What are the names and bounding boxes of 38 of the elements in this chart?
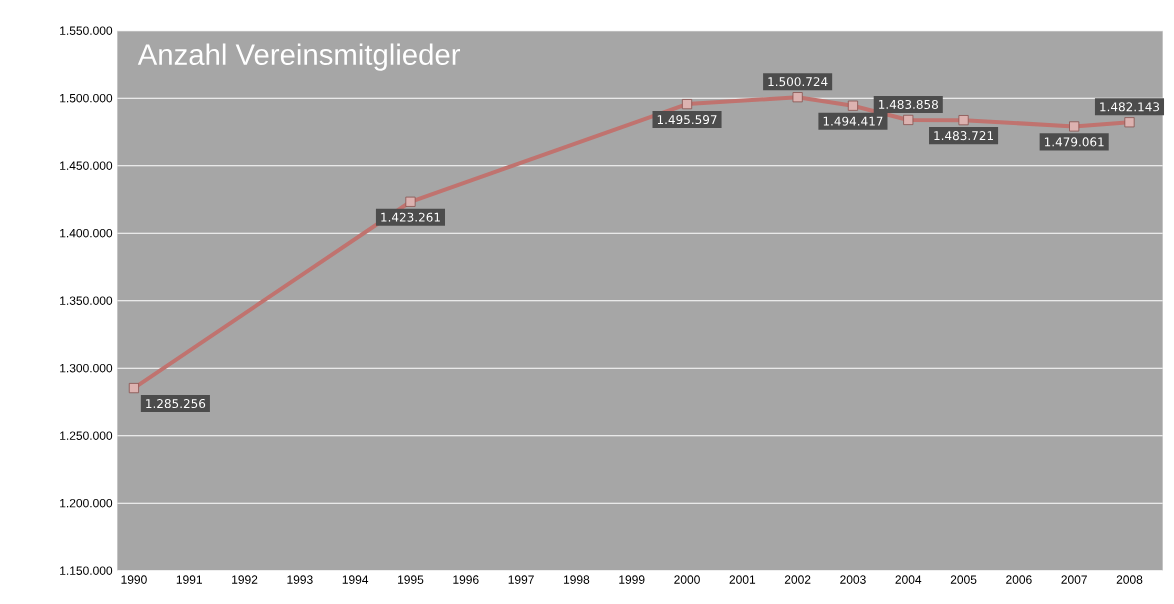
x-tick-label: 1992 xyxy=(232,575,258,584)
y-tick-label: 1.250.000 xyxy=(60,431,113,440)
x-tick-label: 1995 xyxy=(398,575,424,584)
data-label: 1.482.143 xyxy=(1100,102,1160,112)
x-tick-label: 2001 xyxy=(729,575,756,584)
x-tick-label: 1996 xyxy=(453,575,479,584)
x-tick-label: 2007 xyxy=(1061,575,1087,584)
y-tick-label: 1.450.000 xyxy=(60,161,113,170)
x-tick-label: 2008 xyxy=(1116,575,1143,584)
x-tick-label: 2002 xyxy=(784,575,811,584)
x-tick-label: 2003 xyxy=(840,575,866,584)
chart-title: Anzahl Vereinsmitglieder xyxy=(137,43,461,71)
x-tick-label: 1999 xyxy=(619,575,645,584)
data-label: 1.500.724 xyxy=(768,77,828,87)
y-tick-label: 1.300.000 xyxy=(60,363,113,373)
y-tick-label: 1.350.000 xyxy=(60,296,113,305)
x-tick-label: 2005 xyxy=(950,575,977,584)
x-tick-label: 1997 xyxy=(508,575,534,584)
y-tick-label: 1.500.000 xyxy=(60,93,113,103)
x-tick-label: 2006 xyxy=(1006,575,1032,584)
x-tick-label: 1998 xyxy=(563,575,590,584)
x-tick-label: 1993 xyxy=(287,575,313,584)
data-label: 1.495.597 xyxy=(657,115,717,125)
x-tick-label: 2000 xyxy=(674,575,700,584)
y-tick-label: 1.400.000 xyxy=(60,228,113,238)
x-tick-label: 1991 xyxy=(176,575,202,584)
y-tick-label: 1.150.000 xyxy=(60,566,113,575)
data-label: 1.285.256 xyxy=(146,399,206,409)
x-tick-label: 1994 xyxy=(342,575,369,584)
y-tick-label: 1.200.000 xyxy=(60,498,113,508)
x-tick-label: 2004 xyxy=(895,575,922,584)
y-tick-label: 1.550.000 xyxy=(60,26,113,35)
data-label: 1.494.417 xyxy=(823,116,883,126)
data-label: 1.483.858 xyxy=(879,99,938,110)
data-label: 1.423.261 xyxy=(381,212,440,222)
data-label: 1.479.061 xyxy=(1044,137,1104,147)
data-label: 1.483.721 xyxy=(934,131,993,141)
x-tick-label: 1990 xyxy=(121,575,147,584)
